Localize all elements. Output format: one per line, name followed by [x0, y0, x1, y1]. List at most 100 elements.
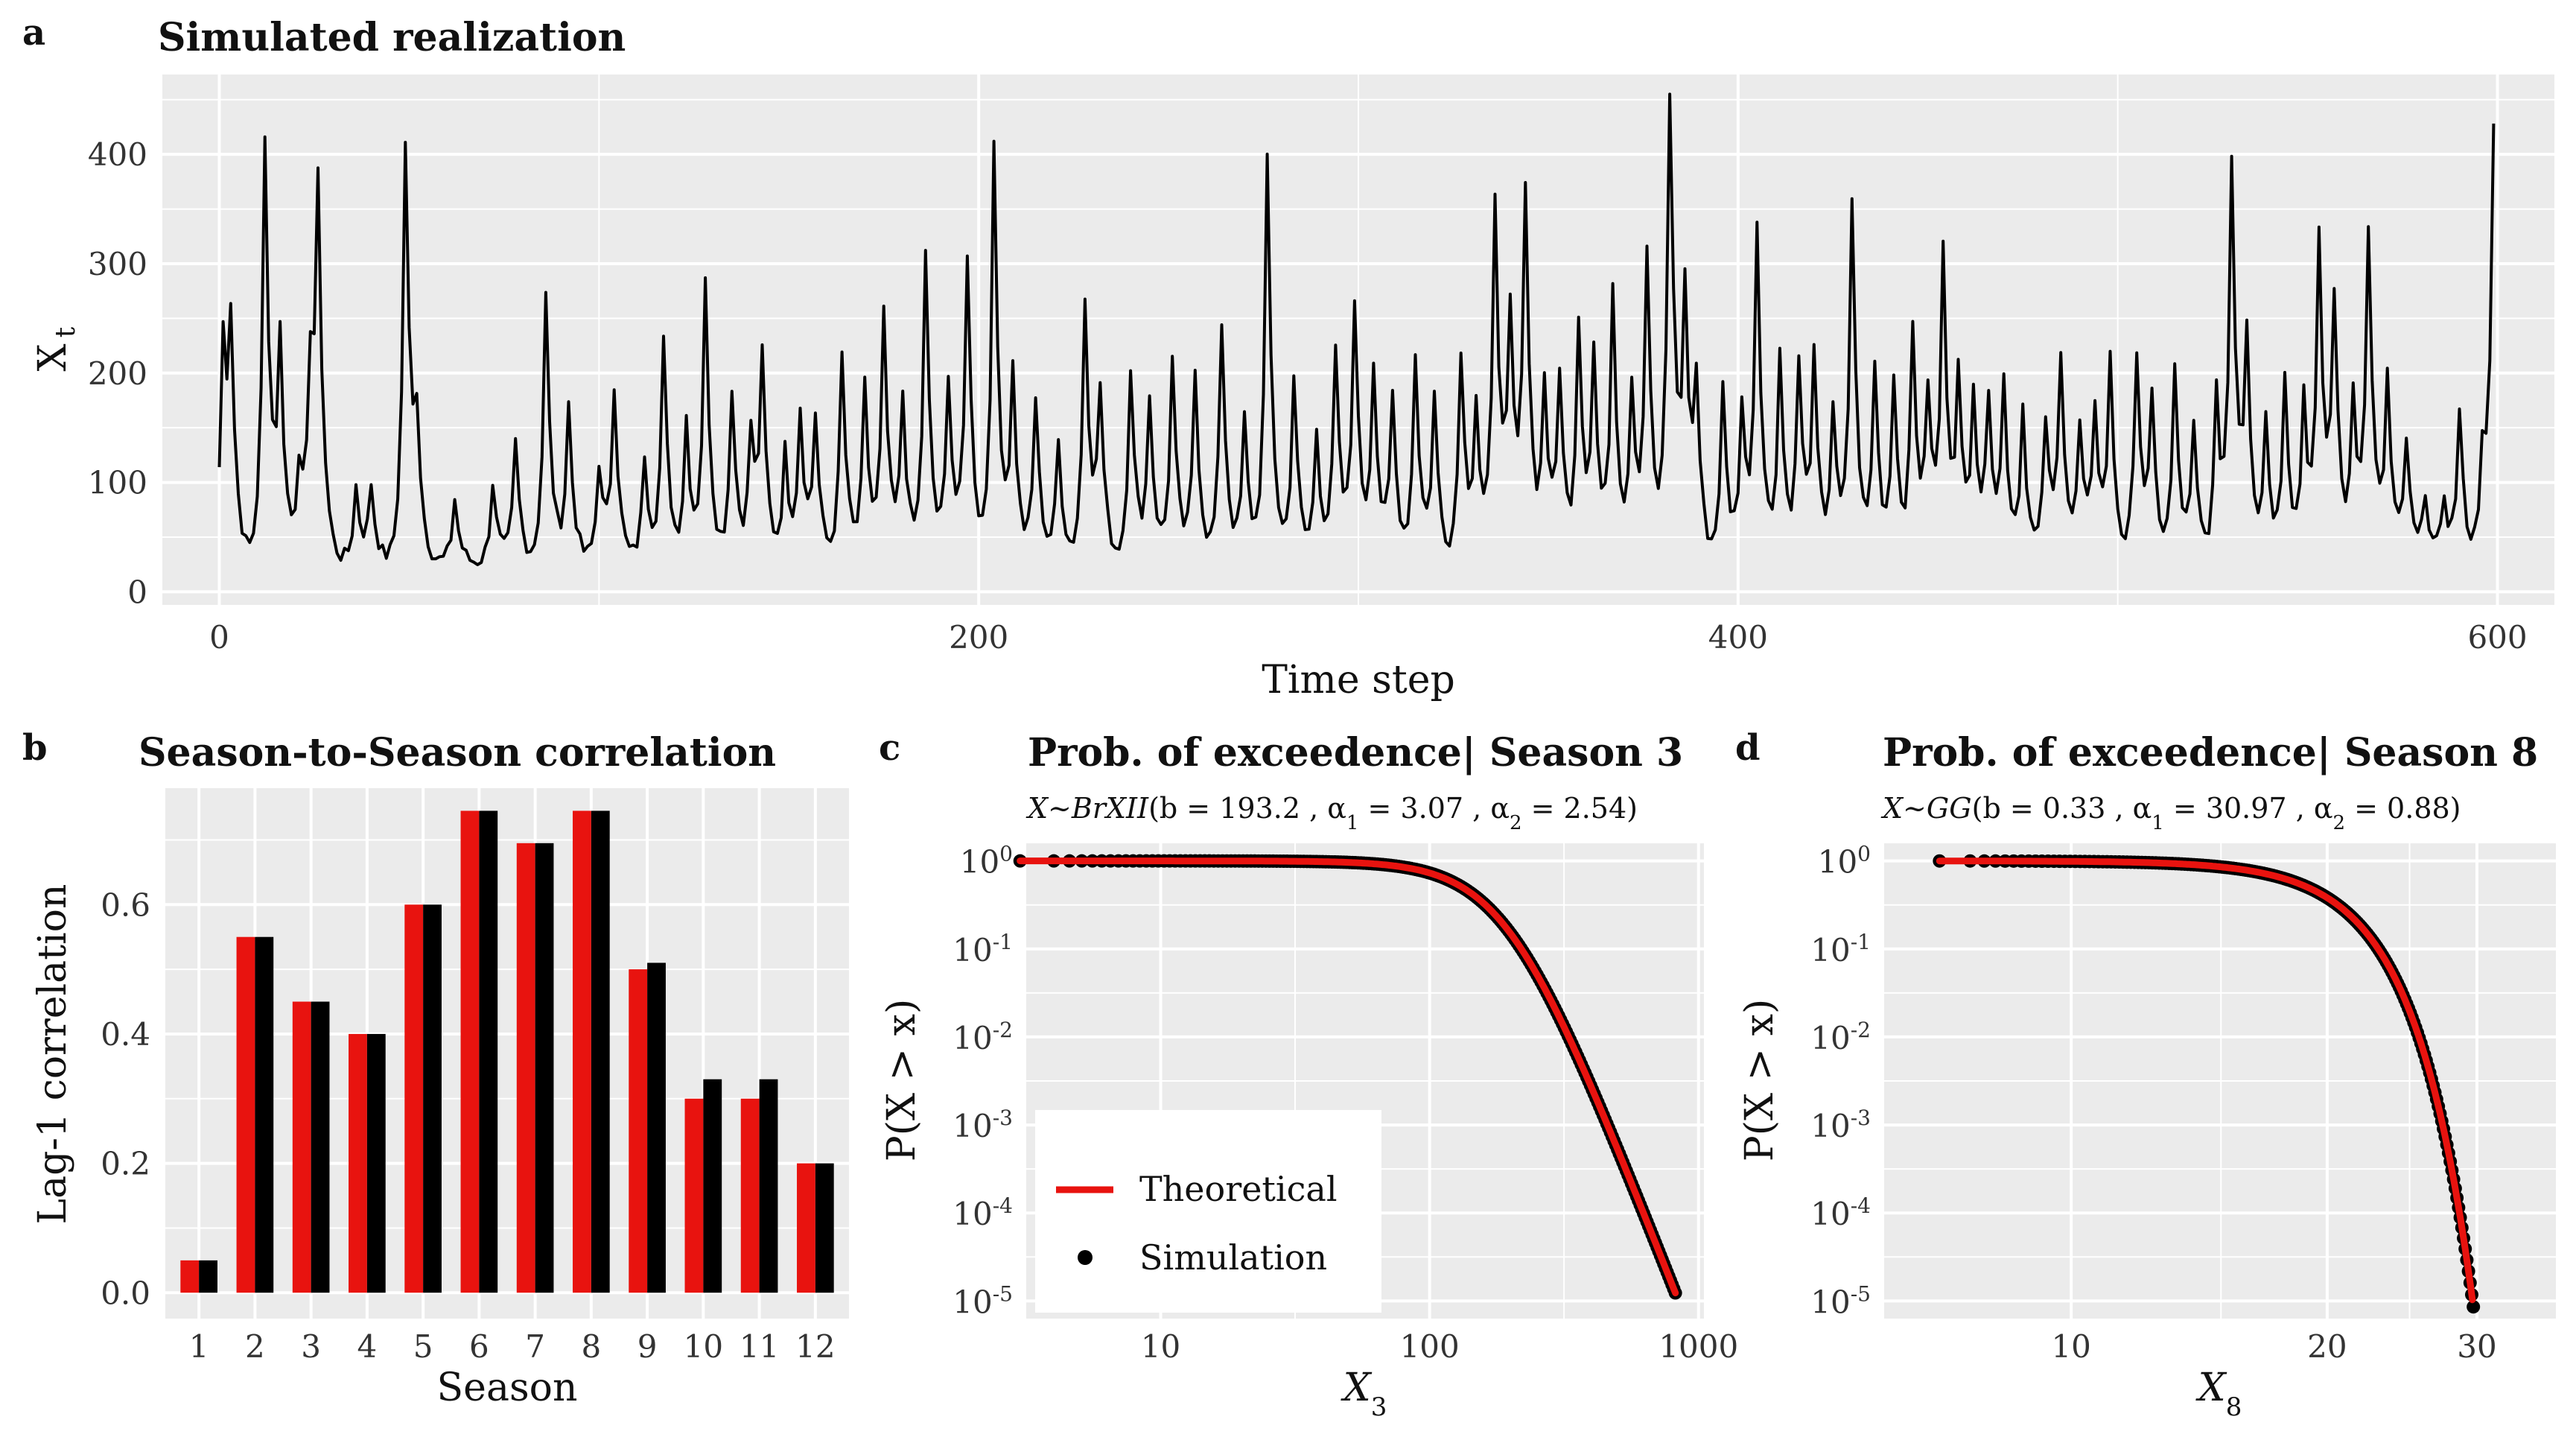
x-tick-label: 20	[2307, 1328, 2347, 1365]
subtitle-part: 1	[2152, 812, 2164, 834]
y-tick-exponent: -1	[1851, 929, 1871, 954]
y-tick-exponent: 0	[999, 841, 1013, 866]
chart-title: Simulated realization	[158, 15, 626, 60]
x-tick-label: 6	[469, 1328, 489, 1365]
y-axis-label: Lag-1 correlation	[31, 884, 75, 1225]
y-tick-label: 0	[127, 574, 147, 610]
y-tick-label: 0.2	[101, 1146, 150, 1182]
x-tick-label: 600	[2467, 619, 2527, 656]
x-axis-label-subscript: 8	[2226, 1392, 2242, 1422]
y-axis-label: P(X > x)	[880, 999, 924, 1162]
x-tick-label: 5	[413, 1328, 433, 1365]
y-axis-label-subscript: t	[51, 326, 81, 337]
theoretical-line	[1936, 857, 2476, 1304]
x-tick-label: 1000	[1659, 1328, 1738, 1365]
legend-label-simulation: Simulation	[1139, 1237, 1327, 1278]
y-tick-exponent: -5	[1851, 1281, 1871, 1306]
x-tick-label: 400	[1708, 619, 1768, 656]
y-axis-label: X	[31, 343, 75, 371]
bar-simulated	[199, 1260, 217, 1293]
subtitle-part: 2	[2333, 812, 2346, 834]
y-tick-exponent: -3	[1851, 1106, 1871, 1130]
panel-a: a Simulated realization 0 200 400 600 0 100 200 3…	[22, 12, 2554, 703]
y-tick-label: 10-1	[1810, 929, 1871, 968]
simulation-point	[2467, 1300, 2481, 1314]
subtitle-part: BrXII	[1071, 792, 1149, 825]
subtitle-part: (b = 193.2 , α	[1148, 792, 1346, 825]
y-tick-exponent: -4	[993, 1193, 1013, 1218]
x-tick-label: 7	[525, 1328, 545, 1365]
bar-observed	[684, 1098, 704, 1293]
panel-d: d Prob. of exceedence| Season 8 X~GG(b = 0…	[1735, 727, 2556, 1422]
y-tick-exponent: -2	[993, 1017, 1013, 1041]
theoretical-line	[1017, 857, 1679, 1297]
x-tick-label: 200	[949, 619, 1008, 656]
bar-simulated	[479, 811, 498, 1293]
chart-title: Prob. of exceedence| Season 8	[1883, 730, 2538, 776]
y-tick-exponent: -4	[1851, 1193, 1871, 1218]
y-tick-base: 10	[953, 1108, 992, 1144]
y-tick-label: 200	[88, 355, 147, 392]
panel-letter: b	[22, 727, 48, 769]
x-axis-label: X8	[2195, 1366, 2242, 1422]
y-tick-exponent: -2	[1851, 1017, 1871, 1041]
bar-observed	[236, 936, 255, 1293]
bar-simulated	[703, 1079, 722, 1293]
y-tick-label: 10-3	[953, 1106, 1013, 1145]
y-tick-exponent: 0	[1857, 841, 1871, 866]
bar-observed	[797, 1163, 815, 1293]
y-tick-label: 10-4	[1810, 1193, 1871, 1233]
y-tick-exponent: -5	[993, 1281, 1013, 1306]
subtitle-part: (b = 0.33 , α	[1972, 792, 2152, 825]
y-tick-label: 100	[960, 841, 1013, 881]
y-tick-base: 10	[1810, 1020, 1850, 1056]
y-tick-label: 10-5	[953, 1281, 1013, 1321]
y-tick-base: 10	[953, 1020, 992, 1056]
bar-simulated	[366, 1033, 386, 1293]
subtitle-part: X~	[1880, 792, 1927, 825]
y-tick-label: 400	[88, 136, 147, 173]
subtitle-part: 1	[1346, 812, 1359, 834]
bar-observed	[516, 843, 535, 1293]
y-tick-label: 100	[1818, 841, 1871, 881]
chart-title: Prob. of exceedence| Season 3	[1028, 730, 1683, 776]
bar-observed	[573, 811, 591, 1293]
bar-observed	[180, 1260, 200, 1293]
subtitle-part: GG	[1927, 792, 1972, 825]
chart-title: Season-to-Season correlation	[139, 730, 776, 776]
x-tick-label: 4	[357, 1328, 378, 1365]
x-axis-label-text: X	[1341, 1366, 1373, 1410]
y-tick-base: 10	[1810, 932, 1850, 968]
x-tick-label: 10	[2051, 1328, 2090, 1365]
y-tick-base: 10	[953, 1284, 992, 1320]
panel-c: c Prob. of exceedence| Season 3 X~BrXII(b …	[879, 727, 1738, 1422]
y-tick-exponent: -1	[993, 929, 1013, 954]
y-tick-label: 0.4	[101, 1016, 150, 1053]
subtitle-part: = 0.88)	[2345, 792, 2461, 825]
y-tick-label: 10-1	[953, 929, 1013, 968]
bar-simulated	[647, 962, 666, 1293]
y-tick-label: 10-5	[1810, 1281, 1871, 1321]
x-axis-label-text: X	[2195, 1366, 2227, 1410]
panel-letter: d	[1735, 727, 1761, 769]
x-tick-label: 2	[245, 1328, 265, 1365]
bar-observed	[292, 1001, 311, 1293]
y-tick-base: 10	[1818, 844, 1857, 881]
y-tick-base: 10	[1810, 1108, 1850, 1144]
subtitle-part: 2	[1510, 812, 1522, 834]
x-tick-label: 10	[1141, 1328, 1180, 1365]
bar-simulated	[535, 843, 554, 1293]
y-axis-label: P(X > x)	[1737, 999, 1782, 1162]
x-tick-label: 10	[684, 1328, 723, 1365]
bar-simulated	[423, 904, 442, 1293]
x-tick-label: 0	[209, 619, 229, 656]
y-tick-exponent: -3	[993, 1106, 1013, 1130]
x-tick-label: 9	[637, 1328, 658, 1365]
y-tick-base: 10	[960, 844, 999, 881]
bar-observed	[740, 1098, 760, 1293]
bar-simulated	[591, 811, 610, 1293]
x-tick-label: 3	[301, 1328, 321, 1365]
y-tick-base: 10	[953, 932, 992, 968]
y-tick-label: 0.0	[101, 1275, 150, 1311]
